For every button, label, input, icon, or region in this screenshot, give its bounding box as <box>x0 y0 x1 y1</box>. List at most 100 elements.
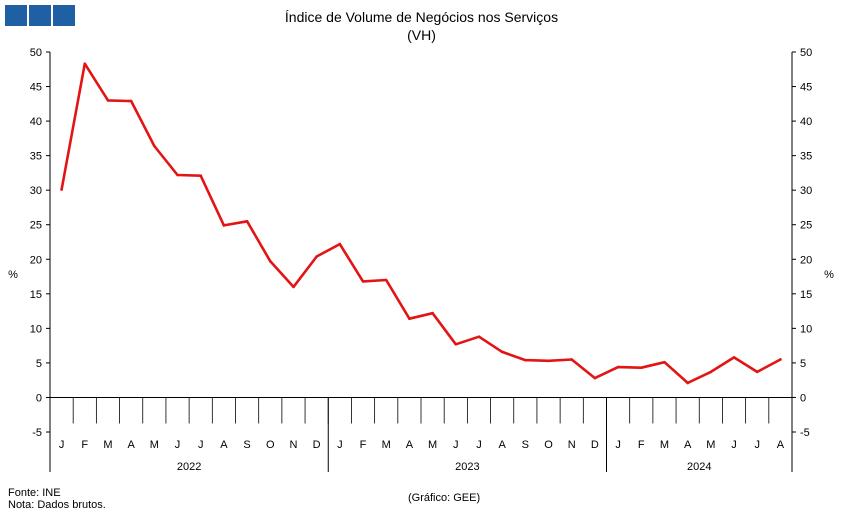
data-point <box>60 188 63 191</box>
logo-square <box>29 5 51 26</box>
logo-square <box>53 5 75 26</box>
month-label: N <box>289 439 297 451</box>
month-label: J <box>615 439 621 451</box>
data-point <box>779 358 782 361</box>
y-tick-label-right: 30 <box>800 185 812 197</box>
y-tick-label-right: 50 <box>800 47 812 59</box>
data-point <box>732 356 736 359</box>
y-tick-label-right: -5 <box>800 427 810 439</box>
data-point <box>639 366 643 370</box>
y-tick-label-right: 35 <box>800 151 812 163</box>
y-tick-label-right: 45 <box>800 82 812 94</box>
y-tick-label-left: -5 <box>32 427 42 439</box>
institution-logo-icon <box>5 5 75 26</box>
year-label: 2023 <box>455 461 479 473</box>
y-tick-label-left: 20 <box>30 254 42 266</box>
chart-credit: (Gráfico: GEE) <box>408 492 481 504</box>
month-label: D <box>591 439 599 451</box>
month-label: F <box>81 439 88 451</box>
data-point <box>547 359 550 363</box>
data-point <box>245 219 249 223</box>
y-axis-label-left: % <box>8 269 18 281</box>
data-point <box>361 280 365 283</box>
data-point <box>408 317 411 320</box>
y-tick-label-right: 25 <box>800 220 812 232</box>
data-point <box>222 224 226 227</box>
y-axis-label-right: % <box>824 269 834 281</box>
month-label: J <box>754 439 760 451</box>
data-point <box>454 342 458 346</box>
month-label: M <box>382 439 391 451</box>
month-label: N <box>568 439 576 451</box>
y-tick-label-left: 15 <box>30 289 42 301</box>
month-label: D <box>313 439 321 451</box>
data-point <box>431 311 434 315</box>
y-tick-label-left: 45 <box>30 82 42 94</box>
month-label: A <box>684 439 692 451</box>
month-label: M <box>103 439 112 451</box>
data-point <box>477 335 481 338</box>
y-tick-label-left: 0 <box>36 392 42 404</box>
data-point <box>153 144 156 148</box>
data-point <box>199 174 203 177</box>
year-label: 2024 <box>687 461 711 473</box>
data-point <box>524 358 527 362</box>
data-point <box>83 62 87 66</box>
chart-title: Índice de Volume de Negócios nos Serviço… <box>284 9 559 25</box>
month-label: M <box>660 439 669 451</box>
data-point <box>709 370 713 374</box>
month-label: J <box>337 439 343 451</box>
month-label: J <box>453 439 459 451</box>
data-point <box>384 278 388 282</box>
chart-subtitle: (VH) <box>407 27 436 43</box>
month-label: A <box>220 439 228 451</box>
data-point <box>292 285 295 289</box>
chart-title-block: Índice de Volume de Negócios nos Serviço… <box>0 8 843 44</box>
month-label: F <box>360 439 367 451</box>
month-label: O <box>266 439 275 451</box>
chart-axes <box>46 51 796 472</box>
series-line <box>60 62 782 385</box>
data-point <box>129 99 133 103</box>
y-tick-label-right: 40 <box>800 116 812 128</box>
data-point <box>686 381 689 385</box>
y-tick-label-right: 5 <box>800 358 806 370</box>
data-point <box>593 376 597 380</box>
month-label: S <box>522 439 529 451</box>
month-label: F <box>638 439 645 451</box>
y-tick-label-left: 10 <box>30 323 42 335</box>
data-point <box>663 360 666 364</box>
month-label: A <box>127 439 135 451</box>
data-point <box>500 350 504 354</box>
data-point <box>268 260 272 263</box>
y-tick-label-right: 10 <box>800 323 812 335</box>
chart-series <box>60 62 782 385</box>
logo-square <box>5 5 27 26</box>
month-label: S <box>243 439 250 451</box>
data-point <box>755 370 759 374</box>
data-point <box>176 173 179 177</box>
y-tick-label-left: 35 <box>30 151 42 163</box>
month-label: J <box>731 439 737 451</box>
month-label: J <box>198 439 204 451</box>
data-note: Nota: Dados brutos. <box>8 499 106 511</box>
data-point <box>616 365 620 369</box>
y-tick-label-left: 50 <box>30 47 42 59</box>
data-point <box>570 358 574 361</box>
data-point <box>315 255 318 258</box>
month-label: A <box>777 439 785 451</box>
data-point <box>106 99 110 102</box>
data-point <box>338 242 342 246</box>
year-label: 2022 <box>177 461 201 473</box>
y-tick-label-left: 40 <box>30 116 42 128</box>
month-label: J <box>59 439 65 451</box>
y-tick-label-right: 0 <box>800 392 806 404</box>
y-tick-label-left: 5 <box>36 358 42 370</box>
month-label: M <box>706 439 715 451</box>
y-tick-label-right: 20 <box>800 254 812 266</box>
source-note: Fonte: INE <box>8 487 61 499</box>
month-label: J <box>476 439 482 451</box>
month-label: A <box>406 439 414 451</box>
